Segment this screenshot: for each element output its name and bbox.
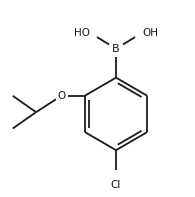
- Text: B: B: [112, 44, 120, 54]
- Text: Cl: Cl: [111, 180, 121, 190]
- Text: O: O: [57, 91, 66, 101]
- Text: OH: OH: [142, 28, 158, 38]
- Text: HO: HO: [74, 28, 90, 38]
